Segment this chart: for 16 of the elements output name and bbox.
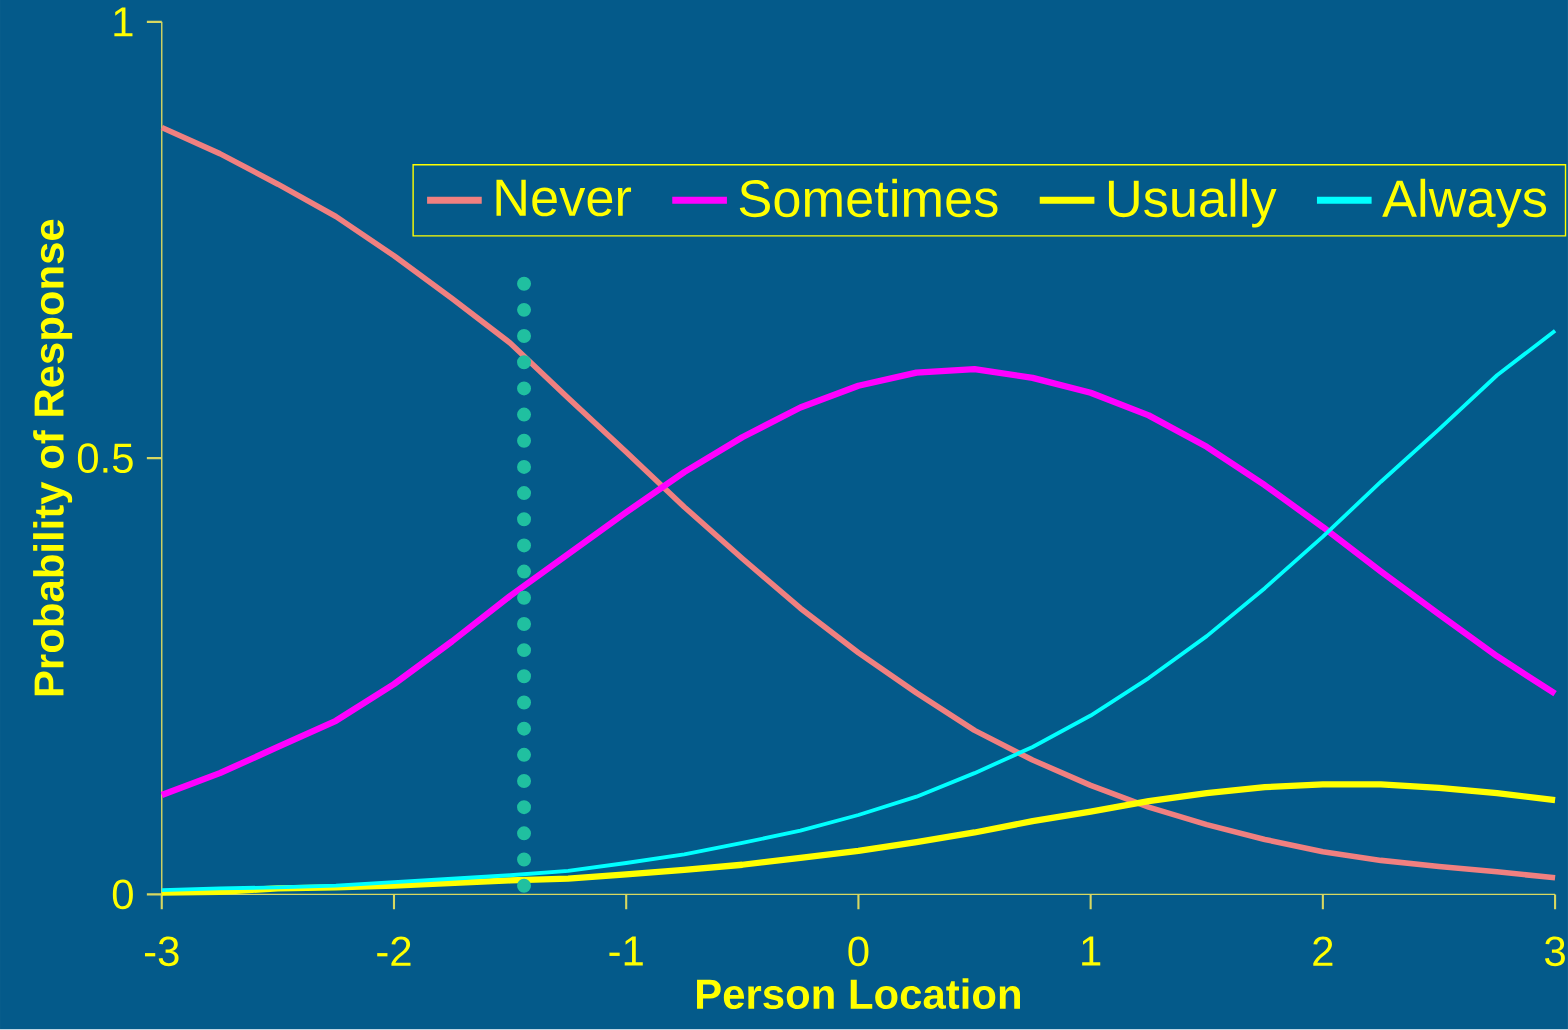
x-tick-label: 3 (1545, 936, 1565, 967)
legend-label: Usually (1108, 178, 1277, 228)
x-tick-label: -1 (609, 936, 643, 966)
legend-label: Sometimes (739, 178, 998, 218)
x-tick-label: -3 (144, 936, 179, 967)
legend-label: Always (1382, 178, 1547, 228)
y-tick-label: 0 (112, 879, 133, 910)
y-tick-label: 1 (114, 7, 133, 37)
x-tick-label: -2 (377, 936, 411, 967)
x-tick-label: 0 (848, 936, 869, 967)
x-tick-label: 2 (1313, 936, 1333, 967)
x-tick-label: 1 (1082, 936, 1101, 966)
legend-label: Never (496, 179, 632, 217)
y-tick-label: 0.5 (77, 443, 133, 474)
y-axis-title: Probability of Response (33, 219, 73, 696)
x-axis-title: Person Location (697, 978, 1020, 1010)
